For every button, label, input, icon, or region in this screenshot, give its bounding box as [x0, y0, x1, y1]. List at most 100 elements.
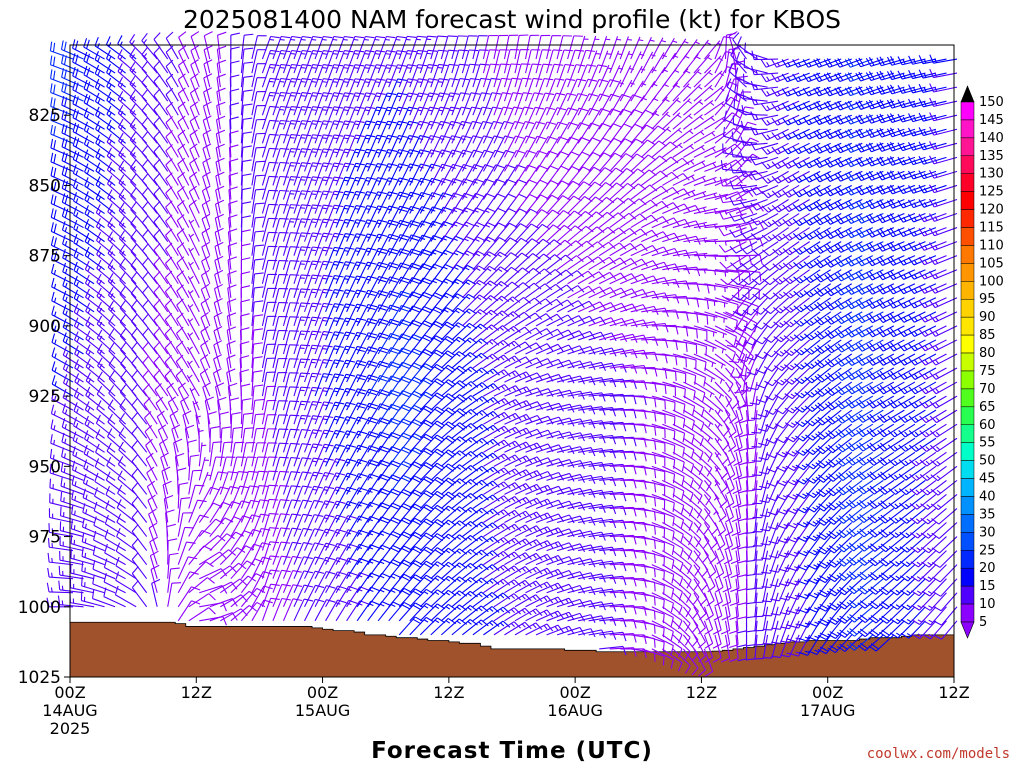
wind-barb [73, 275, 95, 299]
wind-barb [619, 36, 632, 60]
wind-barb [61, 432, 84, 453]
wind-barb [272, 231, 289, 256]
x-tick-label: 00Z [559, 683, 590, 702]
wind-barb [96, 343, 116, 369]
wind-barb [239, 341, 250, 369]
surface-polygon [69, 621, 955, 678]
wind-barb [704, 255, 729, 262]
wind-barb [73, 192, 95, 215]
wind-barb [131, 453, 148, 481]
wind-barb [251, 499, 270, 523]
wind-barb [720, 606, 731, 635]
wind-barb [153, 270, 169, 299]
wind-barb [94, 458, 116, 481]
wind-barb [209, 426, 220, 453]
wind-barb [131, 467, 148, 495]
wind-barb [503, 121, 524, 144]
wind-barb [153, 102, 169, 130]
wind-barb [177, 541, 196, 565]
wind-barb [714, 466, 728, 494]
wind-barb [177, 571, 199, 593]
wind-barb [577, 181, 603, 200]
wind-barb [261, 527, 279, 551]
wind-barb [293, 330, 311, 355]
wind-barb [81, 561, 105, 580]
colorbar-swatch [960, 585, 975, 605]
wind-barb [93, 516, 116, 538]
wind-barb [153, 88, 169, 116]
wind-barb [740, 136, 768, 146]
wind-barb [175, 368, 190, 397]
colorbar-label: 100 [979, 274, 1004, 289]
wind-barb [929, 155, 958, 165]
wind-barb [62, 304, 84, 327]
colorbar-label: 55 [979, 436, 996, 451]
x-tick-label: 15AUG [295, 701, 350, 720]
wind-barb [693, 606, 706, 635]
wind-barb [693, 130, 716, 144]
colorbar-label: 110 [979, 238, 1004, 253]
wind-barb [272, 245, 289, 270]
wind-barb [682, 536, 701, 562]
wind-barb [72, 431, 95, 453]
wind-barb [104, 543, 126, 566]
wind-barb [96, 315, 116, 341]
wind-barb [556, 195, 582, 214]
wind-barb [693, 54, 712, 74]
wind-barb [731, 522, 741, 551]
wind-barb [493, 34, 509, 60]
wind-barb [131, 566, 148, 594]
wind-barb [704, 367, 725, 384]
wind-barb [251, 513, 270, 537]
wind-barb [272, 217, 289, 242]
wind-barb [630, 36, 644, 60]
wind-barb [216, 45, 227, 74]
wind-barb [216, 73, 226, 102]
wind-barb [272, 274, 289, 298]
wind-barb [272, 484, 290, 509]
wind-barb [293, 344, 311, 369]
wind-barb [742, 73, 768, 88]
surface-terrain [69, 621, 955, 678]
wind-barb [251, 356, 263, 383]
wind-barb [282, 358, 299, 383]
colorbar-swatch [960, 424, 975, 443]
wind-barb [72, 164, 95, 186]
wind-barb [714, 297, 739, 314]
wind-barb [73, 416, 95, 439]
wind-barb [171, 424, 181, 453]
wind-barb [73, 317, 95, 341]
wind-barb [151, 578, 161, 607]
wind-barb [282, 344, 299, 369]
wind-barb [251, 202, 265, 228]
wind-barb [51, 389, 74, 411]
wind-barb [92, 560, 116, 580]
colorbar-swatch [960, 298, 975, 318]
wind-barb [73, 247, 95, 271]
wind-barb [50, 222, 74, 243]
x-tick-label: 00Z [307, 683, 338, 702]
wind-barb [94, 472, 116, 495]
wind-barb [72, 136, 95, 158]
wind-barb [272, 428, 289, 453]
wind-barb [92, 574, 116, 594]
colorbar-top-arrow [960, 85, 975, 103]
wind-barb [240, 229, 251, 256]
wind-barb [703, 550, 717, 579]
colorbar-swatch [960, 496, 975, 515]
wind-barb [282, 316, 299, 341]
wind-barb [693, 451, 713, 477]
colorbar-swatch [960, 316, 975, 336]
wind-barb [714, 339, 736, 362]
wind-barb [73, 387, 95, 411]
wind-barb [693, 192, 718, 201]
y-tick-label: 925 [29, 387, 61, 407]
wind-barb [83, 107, 105, 130]
wind-barb [61, 221, 84, 243]
wind-barb [750, 126, 779, 136]
wind-barb [59, 506, 84, 524]
colorbar-swatch [960, 191, 975, 210]
wind-barb [567, 35, 584, 60]
wind-barb [95, 414, 116, 439]
wind-barb [153, 116, 169, 144]
